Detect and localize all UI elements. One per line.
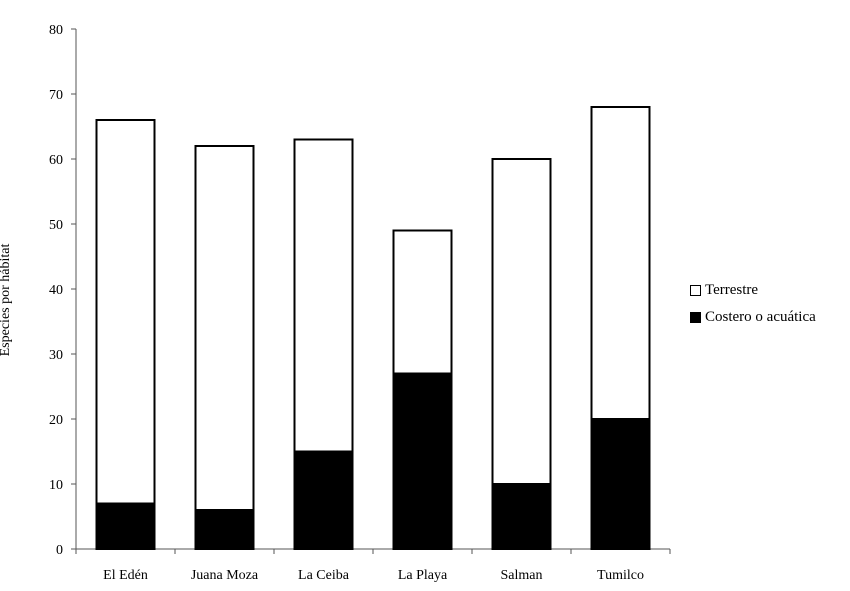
bar-segment [491,483,552,550]
y-axis-label: Especies por hábitat [0,243,13,357]
bar-segment [590,106,651,420]
y-tick-label: 30 [49,348,63,363]
y-tick-label: 40 [49,283,63,298]
bar-segment [392,372,453,550]
x-category-label: El Edén [103,568,148,583]
bar-segment [392,229,453,375]
legend-item-terrestre: Terrestre [690,277,816,304]
bar-segment [293,450,354,550]
y-tick-label: 80 [49,23,63,38]
y-axis: 0 10 20 30 40 50 60 70 80 [49,23,77,558]
x-category-label: La Ceiba [298,568,350,583]
y-tick-label: 0 [56,543,63,558]
x-category-label: Salman [501,568,543,583]
bar-segment [95,119,156,505]
x-category-label: Juana Moza [191,568,259,583]
bar-segment [293,138,354,453]
bars [95,106,651,550]
legend-label: Terrestre [705,282,759,298]
legend-swatch-icon [690,312,701,323]
x-category-label: Tumilco [597,568,644,583]
legend-item-costero: Costero o acuática [690,304,816,331]
legend: Terrestre Costero o acuática [690,277,816,331]
y-tick-label: 50 [49,218,63,233]
legend-swatch-icon [690,285,701,296]
legend-label: Costero o acuática [705,309,816,325]
y-tick-label: 70 [49,88,63,103]
bar-segment [590,418,651,550]
bar-segment [491,158,552,485]
x-category-label: La Playa [398,568,448,583]
y-tick-label: 20 [49,413,63,428]
y-tick-label: 60 [49,153,63,168]
x-axis: El Edén Juana Moza La Ceiba La Playa Salman T… [75,548,671,583]
bar-segment [95,502,156,550]
y-tick-label: 10 [49,478,63,493]
bar-segment [194,509,255,550]
bar-segment [194,145,255,511]
